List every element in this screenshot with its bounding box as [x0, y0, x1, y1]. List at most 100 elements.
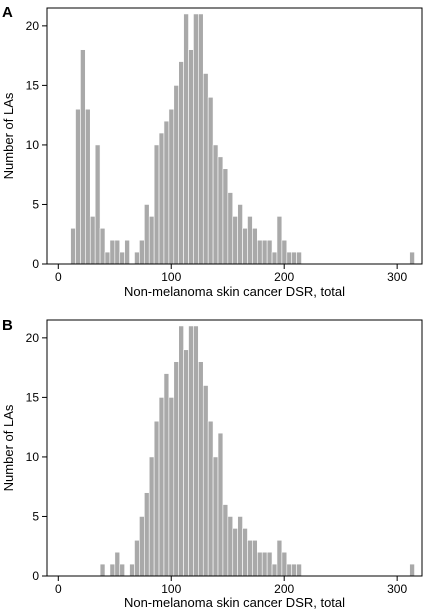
histogram-bar [109, 563, 116, 577]
histogram-bar [124, 239, 130, 265]
histogram-bar [266, 551, 273, 577]
histogram-bar [296, 251, 302, 265]
histogram-bar [134, 539, 140, 577]
histogram-bar [80, 49, 86, 265]
histogram-bar [109, 239, 116, 265]
histogram-bar [183, 349, 189, 577]
histogram-bar [178, 325, 184, 577]
histogram-bar [188, 325, 194, 577]
histogram-bar [99, 227, 106, 265]
histogram-bar [237, 204, 243, 265]
histogram-bar [148, 216, 155, 265]
x-tick-label: 200 [274, 270, 294, 284]
histogram-bar [193, 13, 199, 265]
histogram-bar [148, 456, 155, 577]
y-axis-title: Number of LAs [1, 404, 16, 491]
x-tick-label: 100 [161, 582, 181, 596]
histogram-bar [139, 239, 145, 265]
y-tick-label: 15 [26, 390, 40, 404]
histogram-bar [212, 456, 219, 577]
histogram-bar [119, 251, 125, 265]
y-tick-label: 10 [26, 450, 40, 464]
histogram-bar [94, 144, 101, 265]
histogram-bar [163, 373, 170, 577]
histogram-bar [409, 563, 415, 577]
histogram-bar [163, 120, 170, 265]
histogram-bar [114, 551, 121, 577]
histogram-bar [114, 239, 121, 265]
histogram-bar [85, 108, 91, 265]
y-tick-label: 5 [32, 197, 39, 211]
histogram-bar [217, 156, 224, 265]
histogram-bar [173, 361, 179, 577]
y-axis-title: Number of LAs [1, 92, 16, 179]
x-tick-label: 300 [387, 270, 407, 284]
histogram-bar [99, 563, 106, 577]
histogram-bar [89, 216, 96, 265]
histogram-bar [242, 227, 248, 265]
histogram-bar [134, 251, 140, 265]
histogram-bar [153, 144, 160, 265]
histogram-bar [153, 420, 160, 577]
y-tick-label: 20 [26, 331, 40, 345]
histogram-bar [217, 432, 224, 577]
histogram-bar [252, 539, 258, 577]
histogram-bar [188, 49, 194, 265]
y-tick-label: 20 [26, 19, 40, 33]
x-tick-label: 200 [274, 582, 294, 596]
histogram-bar [202, 385, 209, 577]
histogram-bar [158, 397, 165, 577]
histogram-bar [198, 361, 204, 577]
histogram-bar [252, 227, 258, 265]
histogram-bar [168, 108, 175, 265]
histogram-bar [291, 563, 297, 577]
histogram-bar [257, 239, 263, 265]
histogram-bar [242, 528, 248, 577]
y-tick-label: 0 [32, 257, 39, 271]
histogram-bar [276, 216, 283, 265]
histogram-bar [276, 539, 283, 577]
histogram-bar [198, 13, 204, 265]
histogram-bar [232, 528, 238, 577]
histogram-bar [222, 168, 229, 265]
histogram-bar [247, 216, 253, 265]
histogram-bar [261, 239, 268, 265]
panel-letter: A [2, 4, 13, 21]
histogram-bar [281, 239, 288, 265]
chart-panel-a: 0 100 200 300 0 5 10 15 20 Non-melanoma skin canc… [1, 4, 423, 299]
histogram-bar [227, 516, 234, 577]
histogram-bar [409, 251, 415, 265]
histogram-bar [257, 551, 263, 577]
y-tick-label: 15 [26, 78, 40, 92]
histogram-bar [291, 251, 297, 265]
histogram-bar [286, 251, 293, 265]
histogram-bar [261, 551, 268, 577]
histogram-bar [286, 563, 293, 577]
histogram-bar [70, 227, 76, 265]
histogram-bar [296, 563, 302, 577]
histogram-bar [119, 563, 125, 577]
histogram-bar [281, 551, 288, 577]
histogram-bar [237, 516, 243, 577]
plot-frame [46, 7, 423, 265]
x-tick-label: 0 [55, 270, 62, 284]
x-axis-title: Non-melanoma skin cancer DSR, total [124, 595, 345, 610]
histogram-bar [271, 563, 278, 577]
histogram-bar [271, 251, 278, 265]
histogram-bar [75, 108, 81, 265]
histogram-bar [144, 492, 150, 577]
histogram-bar [193, 325, 199, 577]
panel-letter: B [2, 317, 13, 334]
x-tick-label: 0 [55, 582, 62, 596]
plot-frame [46, 319, 423, 577]
histogram-bar [232, 216, 238, 265]
histogram-bar [168, 397, 175, 577]
histogram-bar [227, 192, 234, 265]
histogram-bar [158, 132, 165, 265]
chart-panel-b: 0 100 200 300 0 5 10 15 20 Non-melanoma skin canc… [1, 317, 423, 610]
histogram-bar [212, 144, 219, 265]
histogram-bar [178, 61, 184, 265]
histogram-bar [207, 420, 214, 577]
